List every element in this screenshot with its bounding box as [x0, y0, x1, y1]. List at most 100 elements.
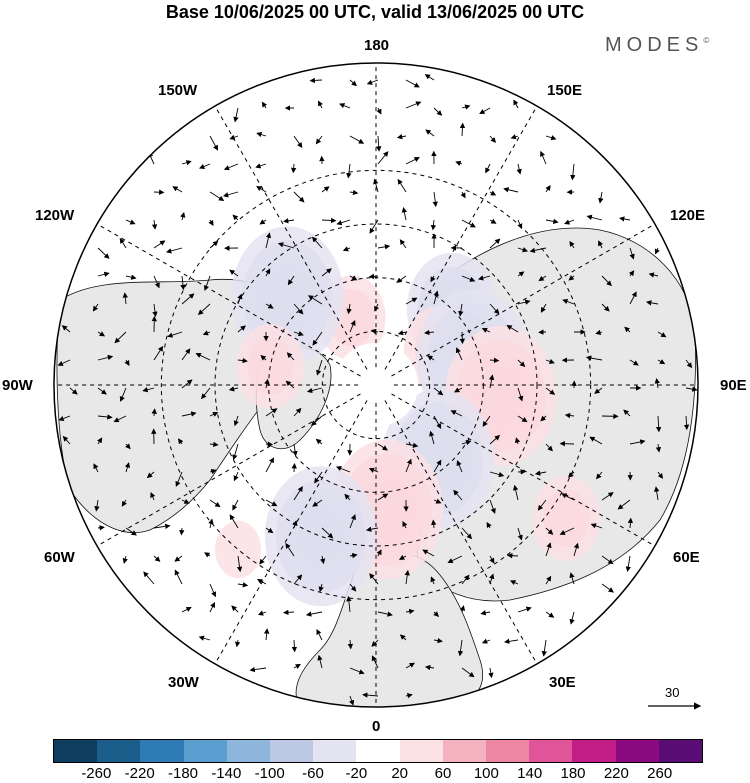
wind-arrow	[478, 275, 491, 281]
wind-arrow	[197, 303, 211, 316]
wind-arrow	[237, 357, 248, 364]
wind-arrow	[461, 440, 472, 446]
wind-arrow	[61, 325, 71, 333]
wind-arrow	[143, 571, 155, 585]
wind-arrow	[488, 374, 495, 389]
wind-arrow	[628, 270, 635, 277]
wind-arrow	[293, 135, 303, 149]
wind-arrow	[146, 471, 155, 479]
wind-arrow	[151, 219, 158, 230]
wind-arrow	[125, 274, 137, 280]
wind-arrow	[373, 178, 379, 193]
colorbar-tick-label: 180	[560, 765, 586, 782]
colorbar-swatch	[356, 740, 400, 762]
wind-arrow	[455, 347, 463, 361]
wind-arrow	[624, 326, 631, 333]
wind-arrow	[346, 303, 352, 315]
wind-arrow	[181, 379, 193, 389]
wind-arrow	[405, 157, 420, 165]
positive-anomaly-contour	[532, 475, 601, 561]
wind-arrow	[564, 412, 575, 419]
colorbar-swatch	[313, 740, 357, 762]
wind-arrow	[489, 190, 497, 196]
wind-arrow	[489, 238, 501, 249]
wind-arrow	[516, 163, 522, 175]
wind-arrow	[312, 331, 323, 346]
wind-arrow	[150, 491, 156, 501]
colorbar-swatch	[97, 740, 141, 762]
wind-arrow	[504, 638, 519, 644]
wind-arrow	[480, 610, 491, 616]
wind-arrow	[122, 555, 128, 564]
wind-arrow	[318, 583, 324, 593]
wind-arrow	[371, 655, 379, 669]
wind-arrow	[291, 463, 297, 473]
colorbar-tick-label: -100	[254, 765, 285, 782]
wind-arrow	[625, 555, 631, 572]
colorbar-swatch	[572, 740, 616, 762]
wind-arrow	[569, 611, 575, 625]
wind-arrow	[459, 122, 466, 137]
wind-arrow	[433, 415, 442, 430]
map-title: Base 10/06/2025 00 UTC, valid 13/06/2025…	[165, 2, 585, 22]
wind-arrow	[405, 458, 412, 473]
wind-arrow	[257, 610, 267, 616]
wind-arrow	[321, 186, 330, 193]
lon-label-0: 0	[372, 718, 381, 735]
wind-arrow	[601, 275, 612, 287]
wind-arrow	[433, 498, 442, 504]
wind-arrow	[685, 386, 698, 392]
wind-arrow	[648, 272, 659, 278]
wind-arrow	[461, 219, 476, 228]
wind-arrow	[256, 132, 267, 138]
wind-arrow	[510, 580, 519, 586]
wind-arrow	[405, 442, 419, 448]
wind-arrow	[97, 387, 107, 395]
wind-arrow	[377, 443, 388, 451]
colorbar-swatch	[658, 740, 703, 762]
wind-arrow	[447, 555, 463, 564]
colorbar-swatch	[615, 740, 659, 762]
wind-arrow	[461, 667, 475, 678]
colorbar-swatch	[399, 740, 443, 762]
wind-arrow	[683, 415, 690, 431]
wind-arrow	[180, 212, 186, 221]
wind-arrow	[181, 607, 192, 613]
wind-arrow	[287, 275, 295, 286]
wind-arrow	[209, 411, 219, 417]
wind-arrow	[486, 521, 492, 529]
wind-arrow	[541, 639, 547, 657]
wind-arrow	[265, 408, 278, 417]
wind-arrow	[538, 275, 547, 282]
wind-arrow	[321, 268, 332, 277]
wind-arrow	[368, 467, 379, 473]
colorbar-tick-label: -140	[211, 765, 242, 782]
wind-arrow	[517, 387, 524, 402]
wind-arrow	[655, 443, 662, 453]
wind-arrow	[229, 514, 239, 529]
wind-arrow	[489, 135, 497, 143]
wind-arrow	[265, 499, 278, 507]
wind-arrow	[151, 408, 157, 417]
wind-arrow	[369, 219, 379, 234]
wind-arrow	[623, 409, 631, 417]
wind-arrow	[398, 554, 407, 560]
wind-arrow	[517, 606, 532, 613]
wind-arrow	[339, 103, 351, 109]
wind-arrow	[209, 191, 225, 201]
colorbar-tick-label: 100	[473, 765, 499, 782]
wind-arrow	[459, 331, 466, 345]
wind-arrow	[178, 438, 184, 445]
wind-arrow	[229, 269, 239, 277]
wind-arrow	[513, 99, 519, 109]
wind-arrow	[517, 527, 523, 541]
wind-arrow	[291, 639, 298, 653]
wind-arrow	[545, 358, 555, 364]
wind-arrow	[368, 273, 379, 280]
wind-arrow	[646, 300, 659, 306]
wind-arrow	[657, 359, 666, 365]
wind-arrow	[259, 555, 267, 565]
wind-arrow	[396, 134, 407, 140]
lon-label-120w: 120W	[35, 207, 75, 224]
